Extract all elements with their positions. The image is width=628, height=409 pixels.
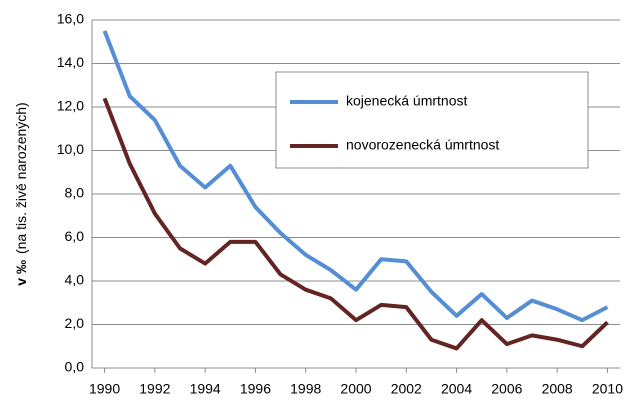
y-tick-label: 14,0 [57,54,84,70]
x-tick-label: 2004 [441,381,472,397]
x-tick-label: 2000 [340,381,371,397]
y-tick-label: 6,0 [65,228,85,244]
y-axis-label: v ‰ (na tis. živě narozených) [13,102,29,285]
y-tick-label: 2,0 [65,315,85,331]
x-tick-label: 1996 [240,381,271,397]
y-tick-label: 4,0 [65,272,85,288]
y-tick-label: 16,0 [57,11,84,27]
y-tick-label: 12,0 [57,98,84,114]
x-tick-label: 2010 [592,381,623,397]
x-tick-label: 1998 [290,381,321,397]
x-tick-label: 2002 [391,381,422,397]
y-tick-label: 0,0 [65,359,85,375]
x-tick-label: 1992 [139,381,170,397]
x-tick-label: 1990 [89,381,120,397]
x-tick-label: 2006 [491,381,522,397]
y-axis-unit: v ‰ [13,260,29,286]
legend-label: kojenecká úmrtnost [346,93,468,109]
legend-label: novorozenecká úmrtnost [346,137,499,153]
x-tick-label: 2008 [542,381,573,397]
y-tick-label: 10,0 [57,141,84,157]
y-tick-label: 8,0 [65,185,85,201]
x-tick-label: 1994 [190,381,221,397]
y-axis-text: (na tis. živě narozených) [13,102,29,254]
legend-box [275,71,589,169]
series-line [102,97,609,351]
series-line [102,30,609,323]
